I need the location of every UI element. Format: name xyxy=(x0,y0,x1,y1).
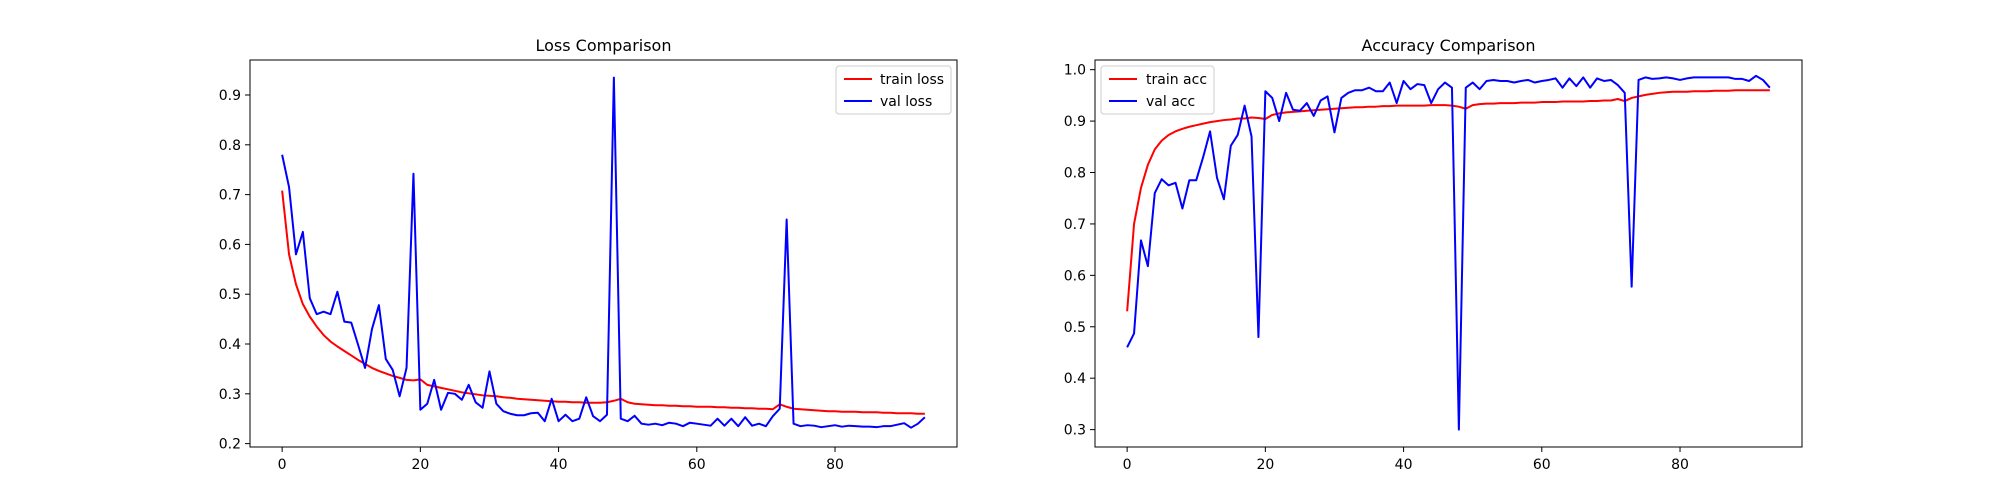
loss-chart-frame xyxy=(249,59,958,448)
accuracy-y-tick-label: 0.7 xyxy=(1064,217,1086,233)
loss-x-tick-label: 20 xyxy=(411,457,429,473)
loss-y-tick-label: 0.3 xyxy=(219,387,241,403)
loss-y-tick-label: 0.2 xyxy=(219,437,241,453)
accuracy-y-tick-label: 0.4 xyxy=(1064,371,1086,387)
accuracy-legend-label-train: train acc xyxy=(1146,72,1207,88)
accuracy-y-tick-label: 0.9 xyxy=(1064,114,1086,130)
loss-legend-label-val: val loss xyxy=(880,94,932,110)
loss-chart-title: Loss Comparison xyxy=(536,36,672,55)
accuracy-series-val-acc xyxy=(1126,74,1771,431)
loss-y-tick-label: 0.5 xyxy=(219,287,241,303)
accuracy-y-tick-label: 0.5 xyxy=(1064,320,1086,336)
loss-y-tick-label: 0.8 xyxy=(219,138,241,154)
loss-y-tick-label: 0.7 xyxy=(219,188,241,204)
loss-y-tick-label: 0.4 xyxy=(219,337,241,353)
loss-y-tick-label: 0.9 xyxy=(219,88,241,104)
loss-series-train-loss xyxy=(281,190,925,415)
accuracy-x-tick-label: 60 xyxy=(1533,457,1551,473)
accuracy-x-tick-label: 80 xyxy=(1671,457,1689,473)
accuracy-x-tick-label: 20 xyxy=(1256,457,1274,473)
accuracy-chart-plot xyxy=(1126,74,1771,431)
accuracy-legend-label-val: val acc xyxy=(1146,94,1195,110)
accuracy-y-tick-label: 1.0 xyxy=(1064,63,1086,79)
loss-x-tick-label: 80 xyxy=(826,457,844,473)
accuracy-y-tick-label: 0.3 xyxy=(1064,423,1086,439)
accuracy-x-tick-label: 0 xyxy=(1123,457,1132,473)
accuracy-x-tick-label: 40 xyxy=(1395,457,1413,473)
accuracy-series-train-acc xyxy=(1126,89,1770,312)
accuracy-chart-title: Accuracy Comparison xyxy=(1362,36,1536,55)
loss-chart: Loss Comparison 0 20 40 60 80 0.2 0.3 0.4 0.5 0.6… xyxy=(219,36,958,473)
loss-y-tick-label: 0.6 xyxy=(219,237,241,253)
loss-x-tick-label: 0 xyxy=(278,457,287,473)
accuracy-chart: Accuracy Comparison 0 20 40 60 80 0.3 0.4 0.5 0.… xyxy=(1064,36,1803,473)
loss-x-tick-label: 60 xyxy=(688,457,706,473)
loss-chart-legend: train loss val loss xyxy=(835,65,952,115)
accuracy-y-tick-label: 0.6 xyxy=(1064,268,1086,284)
accuracy-chart-ticks: 0 20 40 60 80 0.3 0.4 0.5 0.6 0.7 0.8 0.9 1.0 xyxy=(1064,63,1689,473)
loss-legend-label-train: train loss xyxy=(880,72,944,88)
accuracy-chart-frame xyxy=(1094,59,1803,448)
loss-chart-plot xyxy=(281,76,926,429)
loss-chart-ticks: 0 20 40 60 80 0.2 0.3 0.4 0.5 0.6 0.7 0.8 0.9 xyxy=(219,88,844,473)
loss-x-tick-label: 40 xyxy=(550,457,568,473)
loss-series-val-loss xyxy=(281,76,926,429)
accuracy-y-tick-label: 0.8 xyxy=(1064,166,1086,182)
accuracy-chart-legend: train acc val acc xyxy=(1100,65,1215,115)
